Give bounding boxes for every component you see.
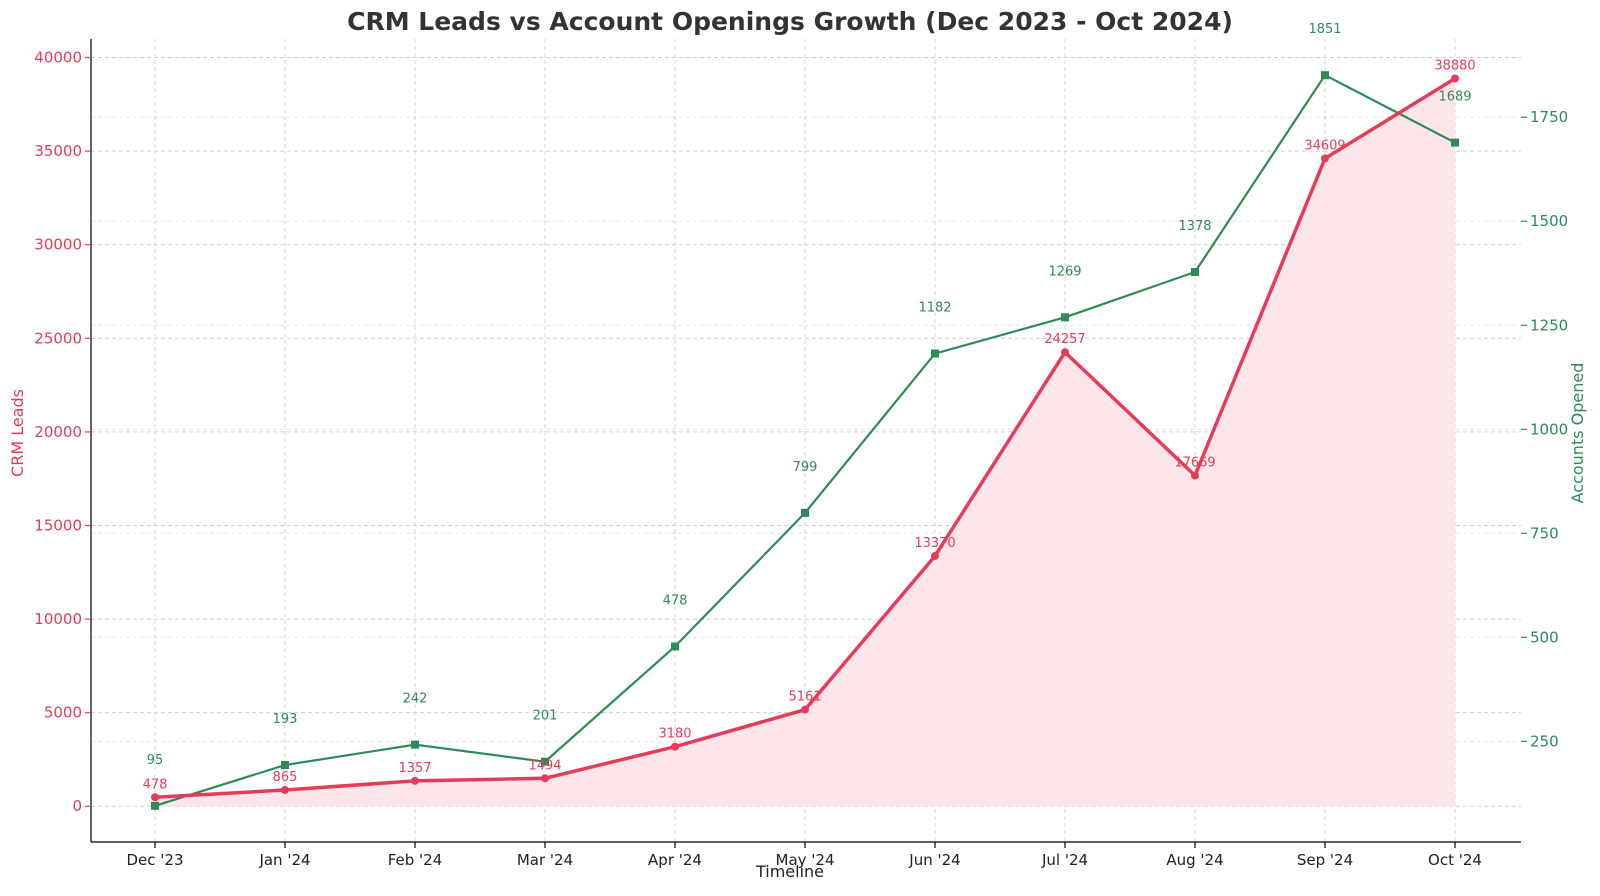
- y-left-tick-label-7: 35000: [34, 142, 82, 160]
- leads-point-3: [541, 774, 549, 783]
- leads-data-label-10: 38880: [1434, 58, 1475, 73]
- leads-point-4: [671, 742, 679, 751]
- leads-point-5: [801, 705, 809, 714]
- y-left-tick-label-3: 15000: [34, 516, 82, 534]
- y-right-tick-label-3: 1000: [1530, 420, 1568, 438]
- leads-point-9: [1321, 154, 1329, 163]
- y-left-tick-label-5: 25000: [34, 329, 82, 347]
- accounts-point-4: [671, 642, 679, 651]
- leads-point-2: [411, 776, 419, 785]
- y-right-tick-label-4: 1250: [1530, 316, 1568, 334]
- accounts-point-9: [1321, 71, 1329, 80]
- accounts-data-label-6: 1182: [918, 301, 951, 316]
- tick-labels: 0 5000 10000 15000 20000 25000 30000 35000 40000…: [34, 49, 1568, 869]
- x-tick-label-2: Feb '24: [388, 851, 443, 869]
- series: [151, 71, 1459, 810]
- leads-data-label-5: 5161: [788, 690, 821, 705]
- accounts-point-3: [541, 757, 549, 766]
- x-tick-label-5: May '24: [776, 851, 835, 869]
- accounts-data-label-1: 193: [273, 712, 298, 727]
- y-left-tick-label-8: 40000: [34, 49, 82, 67]
- y-right-tick-label-2: 750: [1530, 524, 1559, 542]
- leads-point-10: [1451, 74, 1459, 83]
- accounts-point-7: [1061, 313, 1069, 322]
- accounts-point-1: [281, 761, 289, 770]
- accounts-data-label-5: 799: [793, 460, 818, 475]
- axes: [90, 39, 1521, 843]
- x-axis-label: Timeline: [755, 862, 824, 881]
- accounts-point-8: [1191, 267, 1199, 276]
- accounts-data-label-3: 201: [533, 709, 558, 724]
- leads-data-label-0: 478: [143, 777, 168, 792]
- accounts-data-label-8: 1378: [1178, 219, 1211, 234]
- accounts-point-0: [151, 801, 159, 810]
- y-right-axis-label: Accounts Opened: [1568, 363, 1587, 504]
- leads-data-label-3: 1494: [528, 758, 561, 773]
- y-left-tick-label-1: 5000: [44, 704, 82, 722]
- y-left-axis-label: CRM Leads: [8, 389, 27, 477]
- leads-point-1: [281, 786, 289, 795]
- accounts-point-5: [801, 508, 809, 517]
- leads-area: [155, 78, 1455, 807]
- x-tick-label-10: Oct '24: [1428, 851, 1482, 869]
- y-right-tick-label-0: 250: [1530, 732, 1559, 750]
- accounts-data-label-4: 478: [663, 593, 688, 608]
- leads-point-7: [1061, 348, 1069, 357]
- y-left-tick-label-0: 0: [72, 797, 82, 815]
- accounts-data-label-2: 242: [403, 692, 428, 707]
- leads-data-label-4: 3180: [658, 727, 691, 742]
- leads-data-label-9: 34609: [1304, 138, 1345, 153]
- leads-data-label-2: 1357: [398, 761, 431, 776]
- accounts-point-10: [1451, 138, 1459, 147]
- y-right-tick-label-1: 500: [1530, 628, 1559, 646]
- leads-data-label-6: 13370: [914, 536, 955, 551]
- leads-point-6: [931, 551, 939, 560]
- x-tick-label-0: Dec '23: [126, 851, 183, 869]
- leads-point-0: [151, 793, 159, 802]
- accounts-point-2: [411, 740, 419, 749]
- accounts-data-label-7: 1269: [1048, 264, 1081, 279]
- x-tick-label-6: Jun '24: [908, 851, 960, 869]
- accounts-data-label-0: 95: [147, 753, 164, 768]
- leads-point-8: [1191, 471, 1199, 480]
- y-left-tick-label-4: 20000: [34, 423, 82, 441]
- x-tick-label-7: Jul '24: [1041, 851, 1088, 869]
- data-labels: 478 865 1357 1494 3180 5161 13370 24257 17669 346…: [143, 22, 1476, 792]
- chart-title: CRM Leads vs Account Openings Growth (De…: [347, 7, 1233, 36]
- y-left-tick-label-6: 30000: [34, 236, 82, 254]
- x-tick-label-8: Aug '24: [1166, 851, 1223, 869]
- y-left-tick-label-2: 10000: [34, 610, 82, 628]
- leads-area-fill: [155, 78, 1455, 807]
- y-right-tick-label-6: 1750: [1530, 108, 1568, 126]
- y-right-tick-label-5: 1500: [1530, 212, 1568, 230]
- accounts-point-6: [931, 349, 939, 358]
- x-tick-label-4: Apr '24: [648, 851, 702, 869]
- leads-data-label-8: 17669: [1174, 456, 1215, 471]
- x-tick-label-9: Sep '24: [1297, 851, 1353, 869]
- accounts-data-label-9: 1851: [1308, 22, 1341, 37]
- leads-data-label-1: 865: [273, 770, 298, 785]
- x-tick-label-3: Mar '24: [517, 851, 573, 869]
- x-tick-label-1: Jan '24: [258, 851, 310, 869]
- leads-data-label-7: 24257: [1044, 332, 1085, 347]
- accounts-data-label-10: 1689: [1438, 90, 1471, 105]
